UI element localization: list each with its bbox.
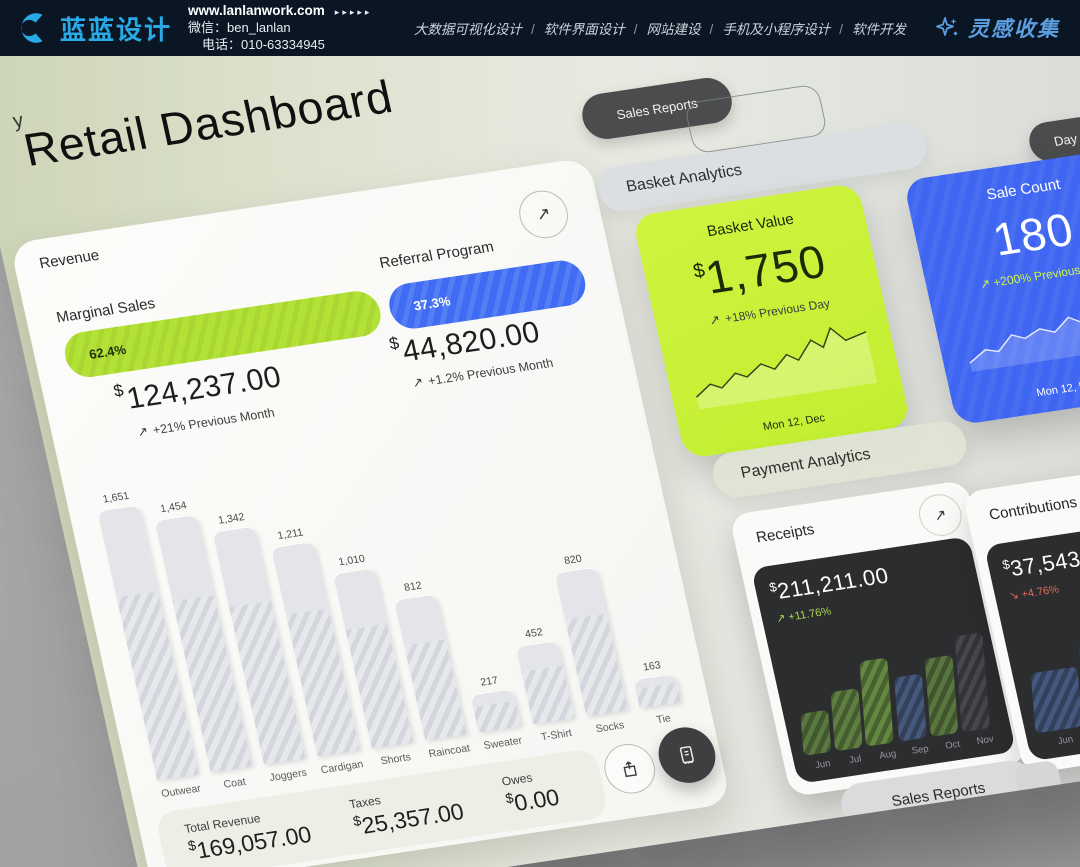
receipt-document-icon: [679, 746, 694, 765]
category-bar[interactable]: [470, 689, 521, 733]
summary-stat: Total Revenue $169,057.00: [183, 804, 314, 865]
month-label: Jun: [1056, 734, 1075, 748]
sparkle-star-icon: [936, 17, 958, 36]
basket-value-date: Mon 12, Dec: [761, 412, 827, 434]
contributions-amount: $37,543.00: [1000, 541, 1080, 581]
receipts-expand-button[interactable]: ↗: [914, 491, 966, 539]
sale-count-title: Sale Count: [984, 175, 1063, 204]
month-label: Jul: [848, 753, 863, 767]
arrow-up-right-icon: ↗: [534, 203, 553, 225]
bar-value-label: 812: [402, 579, 423, 594]
inspiration-collect-button[interactable]: 灵感收集: [934, 13, 1060, 43]
month-bar[interactable]: [1030, 666, 1080, 734]
arrow-up-right-icon: ↗: [932, 506, 949, 525]
basket-value-sparkline: [695, 326, 878, 410]
trend-up-icon: ↗: [775, 612, 787, 626]
bar-category-label: Raincoat: [427, 742, 472, 761]
revenue-expand-button[interactable]: ↗: [514, 187, 573, 242]
month-bar[interactable]: [954, 632, 990, 733]
bar-category-label: Shorts: [379, 751, 413, 768]
sale-count-card[interactable]: Sale Count 180 ↗ +200% Previous Day Mon …: [902, 146, 1080, 426]
bar-category-label: Sweater: [482, 734, 524, 752]
summary-stat: Owes $0.00: [500, 767, 562, 818]
sale-count-date: Mon 12, Dec: [1035, 378, 1080, 400]
page-title: Retail Dashboard: [19, 70, 398, 176]
share-button[interactable]: [599, 740, 660, 797]
marginal-sales-label: Marginal Sales: [54, 295, 157, 327]
phone-contact: 电话： 010-63334945: [202, 36, 325, 52]
month-bar[interactable]: [924, 654, 959, 737]
bar-value-label: 1,651: [101, 489, 131, 506]
basket-value-card[interactable]: Basket Value $1,750 ↗ +18% Previous Day M…: [631, 182, 912, 460]
month-label: Sep: [910, 743, 930, 757]
sale-count-sparkline: [969, 288, 1080, 372]
month-bar-column: Jun: [1017, 624, 1080, 749]
trend-up-icon: ↗: [135, 423, 150, 440]
service-item: 软件界面设计: [522, 22, 625, 37]
month-bar[interactable]: [800, 710, 832, 756]
bar-value-label: 820: [562, 552, 583, 568]
trend-up-icon: ↗: [410, 374, 425, 391]
service-item: 大数据可视化设计: [413, 22, 522, 37]
month-label: Aug: [878, 748, 898, 762]
service-item: 网站建设: [625, 22, 701, 37]
summary-stat-value: $0.00: [503, 783, 562, 816]
bar-value-label: 1,454: [159, 499, 188, 516]
month-bar[interactable]: [830, 687, 863, 752]
bar-category-label: Socks: [594, 719, 626, 736]
bar-value-label: 1,342: [217, 511, 246, 528]
sale-count-amount: 180: [988, 202, 1079, 266]
bar-category-label: Joggers: [268, 766, 309, 784]
month-label: Oct: [944, 738, 962, 752]
month-label: Nov: [975, 733, 995, 748]
contributions-title: Contributions: [987, 493, 1079, 524]
bar-category-label: Tie: [655, 712, 672, 727]
revenue-bar-chart: 1,651 Outwear 1,454 Coat: [89, 394, 686, 800]
month-label: Jun: [814, 758, 832, 772]
contact-info: www.lanlanwork.com ▸▸▸▸▸ 微信： ben_lanlan 电话…: [188, 2, 372, 53]
wechat-contact: 微信： ben_lanlan: [188, 19, 291, 35]
bar-category-label: Outwear: [160, 782, 203, 801]
bar-value-label: 217: [479, 674, 500, 689]
bar-value-label: 163: [641, 659, 662, 674]
summary-stat: Taxes $25,357.00: [348, 781, 466, 840]
receipts-bar-chart: Jun Jul Aug: [784, 625, 1000, 772]
website-link[interactable]: www.lanlanwork.com: [188, 3, 325, 19]
services-list: 大数据可视化设计软件界面设计网站建设手机及小程序设计软件开发: [414, 18, 906, 38]
revenue-card: Revenue ↗ Marginal Sales Referral Progra…: [9, 157, 732, 867]
revenue-card-title: Revenue: [37, 246, 101, 273]
service-item: 软件开发: [830, 22, 906, 37]
referral-program-percent: 37.3%: [411, 292, 452, 313]
contributions-bar-chart: Jun Jul Aug: [1017, 601, 1080, 750]
receipts-panel: $211,211.00 ↗ +11.76% Jun: [750, 536, 1017, 784]
receipt-button[interactable]: [653, 723, 721, 787]
bar-category-label: Cardigan: [319, 758, 365, 777]
receipts-title: Receipts: [754, 521, 816, 547]
trend-up-icon: ↗: [978, 276, 992, 292]
dashboard-canvas: y Retail Dashboard Sales Reports Day Rev…: [0, 56, 1080, 867]
basket-value-amount: $1,750: [691, 234, 831, 304]
bar-value-label: 452: [524, 626, 544, 641]
share-upload-icon: [623, 761, 638, 778]
trend-up-icon: ↗: [707, 311, 722, 328]
bar-value-label: 1,211: [276, 526, 305, 542]
referral-program-label: Referral Program: [377, 238, 496, 272]
month-bar[interactable]: [894, 673, 928, 742]
brand-name: 蓝蓝设计: [60, 14, 173, 45]
bar-category-label: T-Shirt: [539, 727, 574, 744]
mockup-backdrop: y Retail Dashboard Sales Reports Day Rev…: [0, 56, 1080, 867]
basket-value-title: Basket Value: [705, 210, 796, 241]
brand-logo[interactable]: 蓝蓝设计: [14, 9, 172, 47]
arrows-decoration: ▸▸▸▸▸: [334, 7, 373, 18]
bar-category-label: Coat: [222, 775, 247, 791]
collect-label: 灵感收集: [968, 18, 1060, 41]
bar-value-label: 1,010: [337, 552, 367, 569]
top-header-bar: 蓝蓝设计 www.lanlanwork.com ▸▸▸▸▸ 微信： ben_lanl…: [0, 0, 1080, 56]
lanlan-logo-icon: [21, 13, 43, 43]
category-bar[interactable]: [515, 641, 575, 725]
service-item: 手机及小程序设计: [700, 22, 830, 37]
category-bar[interactable]: [633, 673, 682, 709]
trend-down-icon: ↘: [1008, 589, 1020, 603]
marginal-sales-percent: 62.4%: [87, 341, 128, 362]
